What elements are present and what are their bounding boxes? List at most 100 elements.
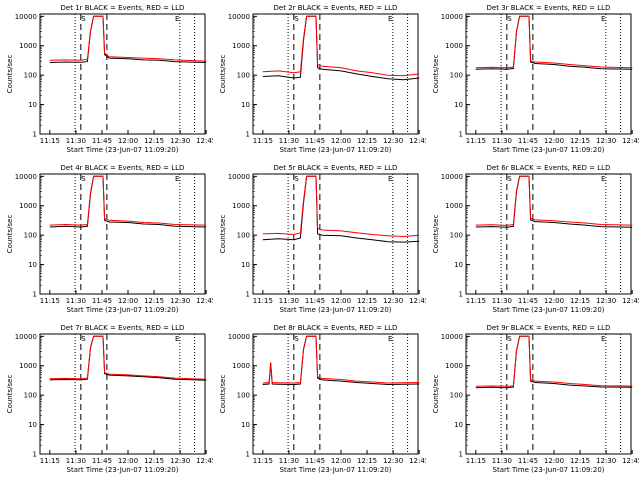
x-tick-label: 11:30 [66,457,86,465]
start-marker-label: S [81,15,86,23]
x-tick-label: 12:30 [596,137,616,145]
x-tick-label: 11:15 [253,137,273,145]
x-tick-label: 12:15 [570,457,590,465]
y-tick-label: 10 [241,421,250,429]
y-tick-label: 1 [246,451,250,459]
x-axis-label: Start Time (23-Jun-07 11:09:20) [280,306,392,314]
y-tick-label: 1000 [19,42,37,50]
x-axis-label: Start Time (23-Jun-07 11:09:20) [493,466,605,474]
x-axis-label: Start Time (23-Jun-07 11:09:20) [67,306,179,314]
x-tick-label: 12:30 [596,457,616,465]
detector-panel: Det 4r BLACK = Events, RED = LLD 1 10 100 10… [6,164,213,314]
y-axis-label: Counts/sec [6,215,14,254]
x-tick-label: 12:15 [570,137,590,145]
series-line [49,15,207,62]
y-tick-label: 10000 [228,173,250,181]
start-marker-label: S [507,175,512,183]
y-tick-label: 1 [33,451,37,459]
detector-panel: Det 7r BLACK = Events, RED = LLD 1 10 100 10… [6,324,213,474]
y-tick-label: 10 [28,261,37,269]
x-tick-label: 12:15 [357,457,377,465]
x-tick-label: 12:15 [570,297,590,305]
x-tick-label: 11:30 [66,137,86,145]
panel-title: Det 5r BLACK = Events, RED = LLD [274,164,398,172]
y-tick-label: 10 [241,261,250,269]
x-tick-label: 12:15 [357,297,377,305]
x-tick-label: 12:30 [170,457,190,465]
detector-panel: Det 6r BLACK = Events, RED = LLD 1 10 100 10… [432,164,639,314]
detector-panel: Det 1r BLACK = Events, RED = LLD 1 10 100 10… [6,4,213,154]
y-tick-label: 100 [450,72,463,80]
start-marker-label: S [507,15,512,23]
y-tick-label: 1000 [19,202,37,210]
y-tick-label: 10 [454,421,463,429]
x-tick-label: 12:30 [170,137,190,145]
plot-frame [465,333,632,455]
plot-frame [39,173,206,295]
x-tick-label: 11:45 [92,297,112,305]
x-axis-label: Start Time (23-Jun-07 11:09:20) [280,466,392,474]
panel-title: Det 2r BLACK = Events, RED = LLD [274,4,398,12]
x-tick-label: 11:45 [305,457,325,465]
y-tick-label: 10000 [15,173,37,181]
y-axis-label: Counts/sec [219,375,227,414]
x-tick-label: 12:15 [144,297,164,305]
start-marker-label: S [81,175,86,183]
x-tick-label: 12:15 [144,137,164,145]
y-axis-label: Counts/sec [6,375,14,414]
panel-title: Det 1r BLACK = Events, RED = LLD [61,4,185,12]
y-tick-label: 10000 [15,13,37,21]
x-tick-label: 11:30 [492,457,512,465]
x-tick-label: 12:00 [544,137,564,145]
x-tick-label: 11:45 [518,457,538,465]
end-marker-label: E [175,175,179,183]
x-axis-label: Start Time (23-Jun-07 11:09:20) [493,306,605,314]
y-tick-label: 1 [33,131,37,139]
series-line [49,175,207,228]
y-tick-label: 1000 [232,362,250,370]
series-line [475,15,633,69]
y-tick-label: 1 [33,291,37,299]
y-axis-label: Counts/sec [432,215,440,254]
series-line [262,175,420,243]
x-tick-label: 11:15 [466,297,486,305]
plot-frame [39,13,206,135]
panel-title: Det 7r BLACK = Events, RED = LLD [61,324,185,332]
x-tick-label: 12:30 [383,297,403,305]
x-tick-label: 11:15 [466,457,486,465]
y-tick-label: 1000 [232,42,250,50]
x-tick-label: 12:30 [383,137,403,145]
panel-title: Det 6r BLACK = Events, RED = LLD [487,164,611,172]
y-tick-label: 1000 [19,362,37,370]
y-axis-label: Counts/sec [432,375,440,414]
x-tick-label: 12:00 [331,137,351,145]
start-marker-label: S [294,175,299,183]
x-tick-label: 12:00 [118,457,138,465]
y-tick-label: 10000 [228,13,250,21]
x-axis-label: Start Time (23-Jun-07 11:09:20) [67,146,179,154]
x-tick-label: 12:00 [544,297,564,305]
x-tick-label: 12:45 [622,137,639,145]
y-tick-label: 1 [459,291,463,299]
y-tick-label: 10 [241,101,250,109]
y-tick-label: 100 [450,232,463,240]
x-tick-label: 11:15 [466,137,486,145]
y-tick-label: 1 [246,131,250,139]
x-tick-label: 11:30 [279,297,299,305]
panel-title: Det 8r BLACK = Events, RED = LLD [274,324,398,332]
x-tick-label: 11:30 [66,297,86,305]
end-marker-label: E [601,175,605,183]
y-tick-label: 10 [28,421,37,429]
y-tick-label: 1000 [445,202,463,210]
start-marker-label: S [81,335,86,343]
series-line [49,335,207,380]
y-tick-label: 10000 [228,333,250,341]
detector-panel: Det 2r BLACK = Events, RED = LLD 1 10 100 10… [219,4,426,154]
x-axis-label: Start Time (23-Jun-07 11:09:20) [493,146,605,154]
x-tick-label: 12:45 [409,137,426,145]
y-axis-label: Counts/sec [219,55,227,94]
x-tick-label: 12:30 [383,457,403,465]
plot-frame [39,333,206,455]
x-tick-label: 11:45 [92,457,112,465]
